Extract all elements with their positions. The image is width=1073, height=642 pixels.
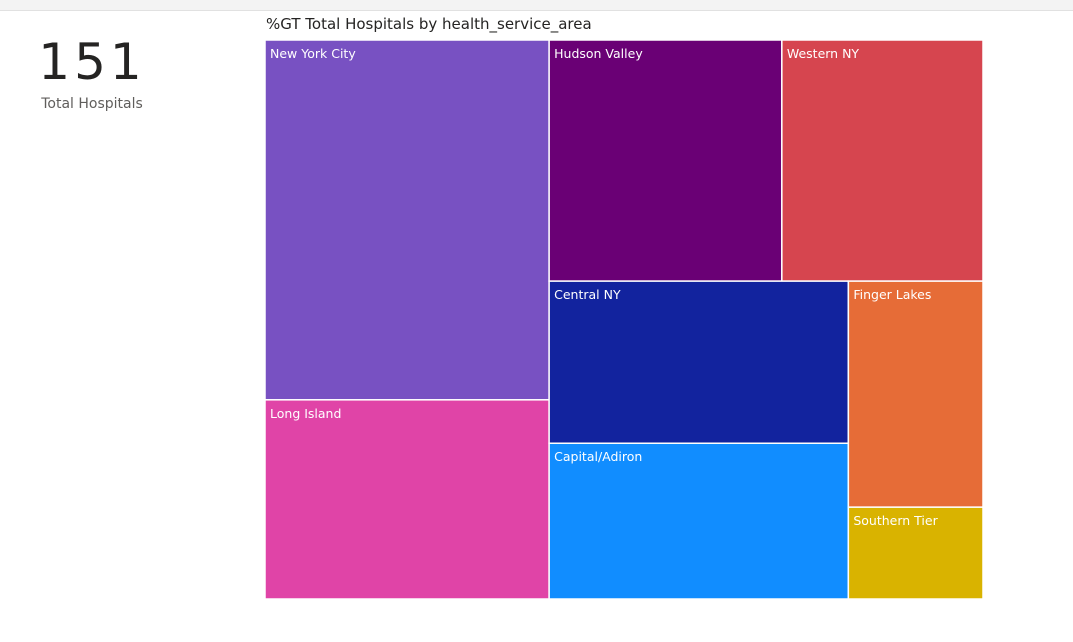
total-hospitals-card[interactable]: 151 Total Hospitals	[22, 30, 162, 130]
treemap-tile-new-york-city[interactable]	[265, 40, 550, 401]
treemap-label-finger-lakes: Finger Lakes	[853, 287, 931, 302]
treemap-tile-capital-adiron[interactable]	[548, 442, 850, 599]
treemap-label-western-ny: Western NY	[787, 46, 860, 61]
treemap-label-southern-tier: Southern Tier	[853, 513, 938, 528]
treemap-label-capital-adiron: Capital/Adiron	[554, 449, 642, 464]
treemap-label-long-island: Long Island	[270, 406, 341, 421]
treemap-label-hudson-valley: Hudson Valley	[554, 46, 643, 61]
treemap-tile-hudson-valley[interactable]	[548, 40, 783, 282]
treemap-tile-long-island[interactable]	[265, 399, 550, 599]
treemap-label-central-ny: Central NY	[554, 287, 621, 302]
treemap-chart[interactable]: New York City Long Island Hudson Valley Wes…	[265, 40, 983, 599]
treemap-tile-western-ny[interactable]	[781, 40, 983, 282]
chart-title: %GT Total Hospitals by health_service_ar…	[266, 15, 592, 33]
treemap-tile-finger-lakes[interactable]	[847, 280, 983, 508]
treemap-tile-central-ny[interactable]	[548, 280, 850, 444]
report-header-strip	[0, 0, 1073, 11]
kpi-value: 151	[38, 33, 146, 91]
treemap-label-new-york-city: New York City	[270, 46, 356, 61]
kpi-label: Total Hospitals	[41, 96, 143, 112]
treemap-tile-southern-tier[interactable]	[847, 506, 983, 599]
